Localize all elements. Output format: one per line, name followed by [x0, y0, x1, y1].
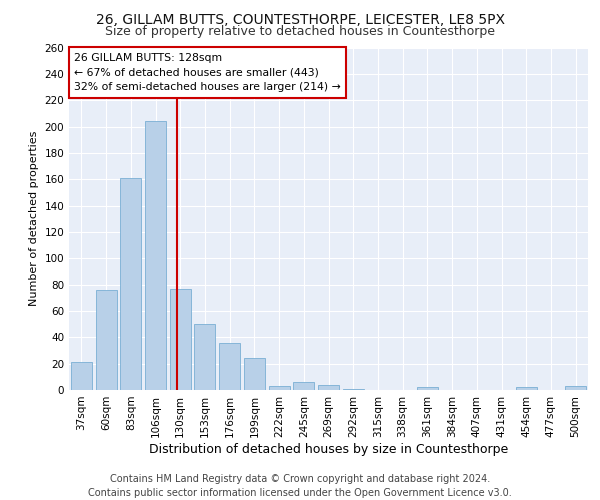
- X-axis label: Distribution of detached houses by size in Countesthorpe: Distribution of detached houses by size …: [149, 442, 508, 456]
- Bar: [269, 386, 290, 390]
- Bar: [343, 388, 364, 390]
- Bar: [95, 290, 116, 390]
- Bar: [244, 358, 265, 390]
- Bar: [120, 178, 141, 390]
- Bar: [565, 386, 586, 390]
- Text: 26 GILLAM BUTTS: 128sqm
← 67% of detached houses are smaller (443)
32% of semi-d: 26 GILLAM BUTTS: 128sqm ← 67% of detache…: [74, 52, 341, 92]
- Bar: [194, 324, 215, 390]
- Bar: [417, 388, 438, 390]
- Bar: [516, 388, 537, 390]
- Text: 26, GILLAM BUTTS, COUNTESTHORPE, LEICESTER, LE8 5PX: 26, GILLAM BUTTS, COUNTESTHORPE, LEICEST…: [95, 12, 505, 26]
- Bar: [145, 122, 166, 390]
- Y-axis label: Number of detached properties: Number of detached properties: [29, 131, 39, 306]
- Bar: [293, 382, 314, 390]
- Bar: [219, 342, 240, 390]
- Text: Size of property relative to detached houses in Countesthorpe: Size of property relative to detached ho…: [105, 25, 495, 38]
- Bar: [71, 362, 92, 390]
- Text: Contains HM Land Registry data © Crown copyright and database right 2024.
Contai: Contains HM Land Registry data © Crown c…: [88, 474, 512, 498]
- Bar: [170, 288, 191, 390]
- Bar: [318, 384, 339, 390]
